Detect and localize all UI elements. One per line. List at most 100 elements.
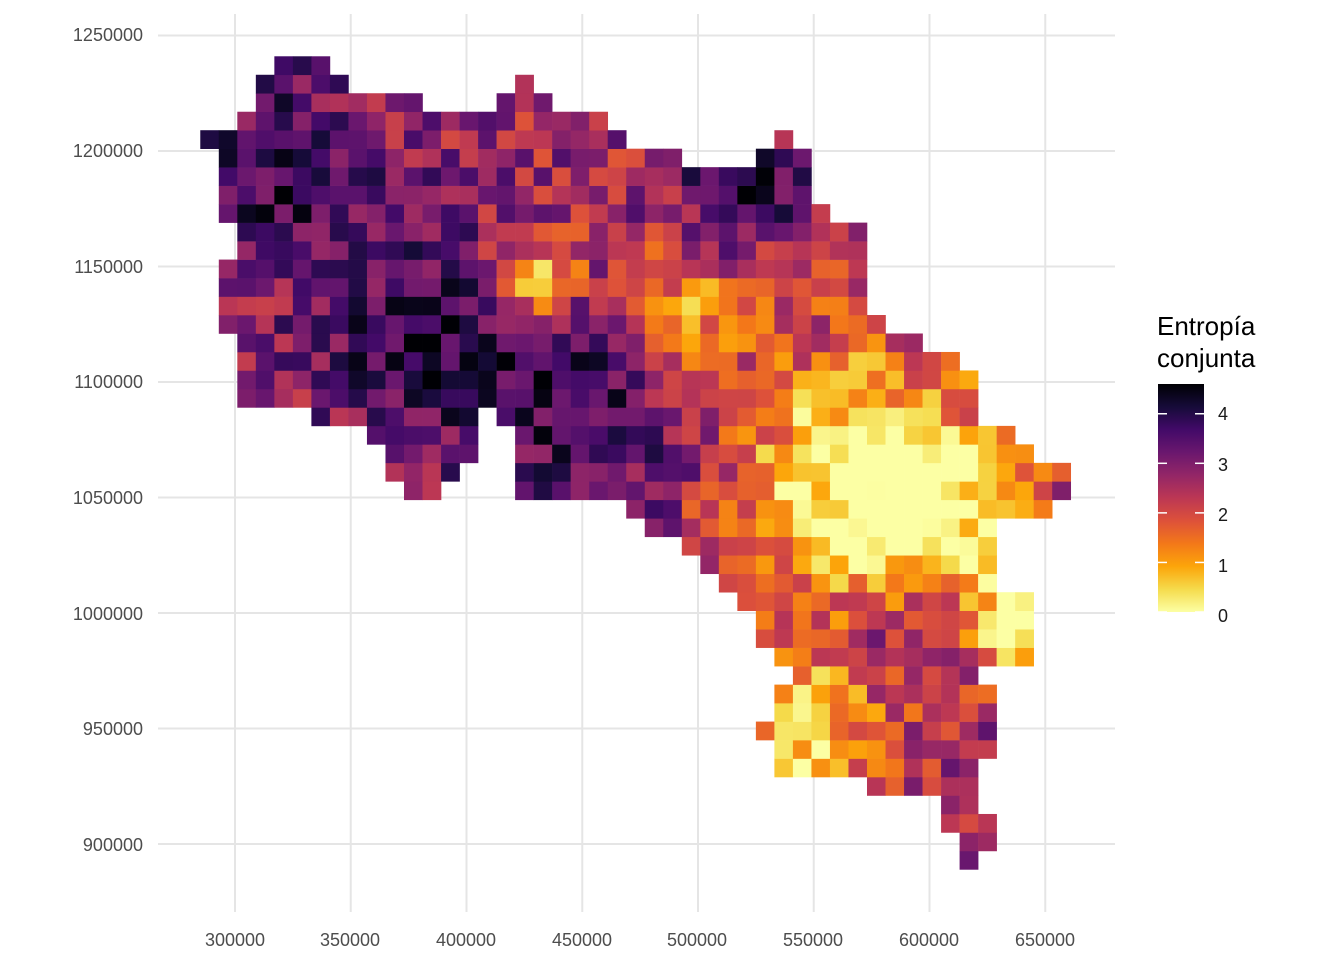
heatmap-cell — [792, 148, 812, 168]
heatmap-cell — [792, 721, 812, 741]
heatmap-cell — [811, 296, 831, 316]
heatmap-cell — [755, 333, 775, 353]
heatmap-cell — [904, 758, 923, 778]
heatmap-cell — [792, 296, 812, 316]
heatmap-cell — [959, 444, 979, 464]
heatmap-cell — [663, 518, 683, 538]
heatmap-cell — [459, 222, 479, 242]
heatmap-cell — [533, 185, 553, 205]
heatmap-cell — [385, 351, 405, 371]
heatmap-cell — [533, 130, 553, 149]
heatmap-cell — [496, 241, 516, 260]
heatmap-cell — [885, 703, 905, 722]
heatmap-cell — [366, 167, 386, 186]
heatmap-cell — [385, 296, 405, 316]
heatmap-cell — [792, 462, 812, 482]
heatmap-cell — [774, 370, 794, 390]
heatmap-cell — [755, 296, 775, 316]
heatmap-cell — [348, 185, 368, 205]
heatmap-cell — [366, 93, 386, 113]
heatmap-cell — [403, 425, 423, 445]
heatmap-cell — [755, 499, 775, 519]
heatmap-cell — [663, 462, 683, 482]
heatmap-cell — [496, 278, 516, 297]
heatmap-cell — [255, 315, 275, 334]
heatmap-cell — [459, 278, 479, 297]
heatmap-cell — [1015, 592, 1034, 611]
heatmap-cell — [255, 111, 275, 131]
heatmap-cell — [570, 462, 590, 482]
heatmap-cell — [607, 204, 627, 223]
heatmap-cell — [941, 462, 960, 482]
heatmap-cell — [552, 222, 571, 242]
heatmap-cell — [311, 370, 331, 390]
heatmap-cell — [774, 629, 794, 648]
heatmap-cell — [607, 462, 627, 482]
heatmap-cell — [866, 499, 886, 519]
heatmap-cell — [515, 462, 534, 482]
heatmap-cell — [403, 351, 423, 371]
heatmap-cell — [811, 222, 831, 242]
heatmap-cell — [829, 592, 849, 611]
heatmap-cell — [552, 148, 571, 168]
heatmap-cell — [885, 425, 905, 445]
x-tick-label: 350000 — [320, 930, 380, 950]
heatmap-cell — [292, 259, 312, 279]
heatmap-cell — [533, 333, 553, 353]
heatmap-cell — [885, 388, 905, 408]
heatmap-cell — [737, 204, 757, 223]
heatmap-cell — [589, 148, 609, 168]
heatmap-cell — [959, 481, 979, 501]
heatmap-cell — [904, 351, 923, 371]
legend-title: Entropía — [1157, 311, 1256, 341]
heatmap-cell — [459, 130, 479, 149]
heatmap-cell — [848, 740, 868, 759]
heatmap-cell — [403, 407, 423, 427]
heatmap-cell — [922, 758, 942, 778]
heatmap-cell — [570, 111, 590, 131]
heatmap-cell — [348, 148, 368, 168]
heatmap-cell — [403, 278, 423, 297]
heatmap-cell — [978, 536, 997, 556]
heatmap-cell — [922, 388, 942, 408]
heatmap-cell — [885, 629, 905, 648]
heatmap-cell — [792, 407, 812, 427]
heatmap-cell — [718, 333, 738, 353]
heatmap-cell — [811, 425, 831, 445]
heatmap-cell — [478, 259, 497, 279]
heatmap-cell — [941, 592, 960, 611]
y-tick-label: 900000 — [83, 835, 143, 855]
heatmap-cell — [255, 204, 275, 223]
heatmap-cell — [422, 278, 442, 297]
heatmap-cell — [552, 185, 571, 205]
heatmap-cell — [441, 241, 460, 260]
heatmap-cell — [811, 241, 831, 260]
heatmap-cell — [366, 259, 386, 279]
heatmap-cell — [885, 777, 905, 796]
heatmap-cell — [941, 703, 960, 722]
heatmap-cell — [255, 278, 275, 297]
heatmap-cell — [792, 499, 812, 519]
heatmap-cell — [570, 315, 590, 334]
heatmap-cell — [496, 315, 516, 334]
heatmap-cell — [922, 592, 942, 611]
heatmap-cell — [755, 222, 775, 242]
heatmap-cell — [848, 388, 868, 408]
heatmap-cell — [274, 74, 294, 94]
heatmap-cell — [237, 222, 257, 242]
heatmap-cell — [848, 647, 868, 667]
heatmap-cell — [904, 647, 923, 667]
heatmap-cell — [274, 148, 294, 168]
color-legend: Entropía conjunta 0 1 2 3 4 — [1157, 311, 1256, 626]
heatmap-cell — [663, 241, 683, 260]
heatmap-cell — [922, 518, 942, 538]
heatmap-cell — [589, 444, 609, 464]
heatmap-cell — [922, 536, 942, 556]
heatmap-cell — [941, 444, 960, 464]
y-tick-label: 1000000 — [73, 604, 143, 624]
heatmap-cell — [700, 536, 720, 556]
heatmap-cell — [589, 278, 609, 297]
heatmap-cell — [700, 462, 720, 482]
heatmap-cell — [552, 333, 571, 353]
heatmap-cell — [218, 296, 238, 316]
